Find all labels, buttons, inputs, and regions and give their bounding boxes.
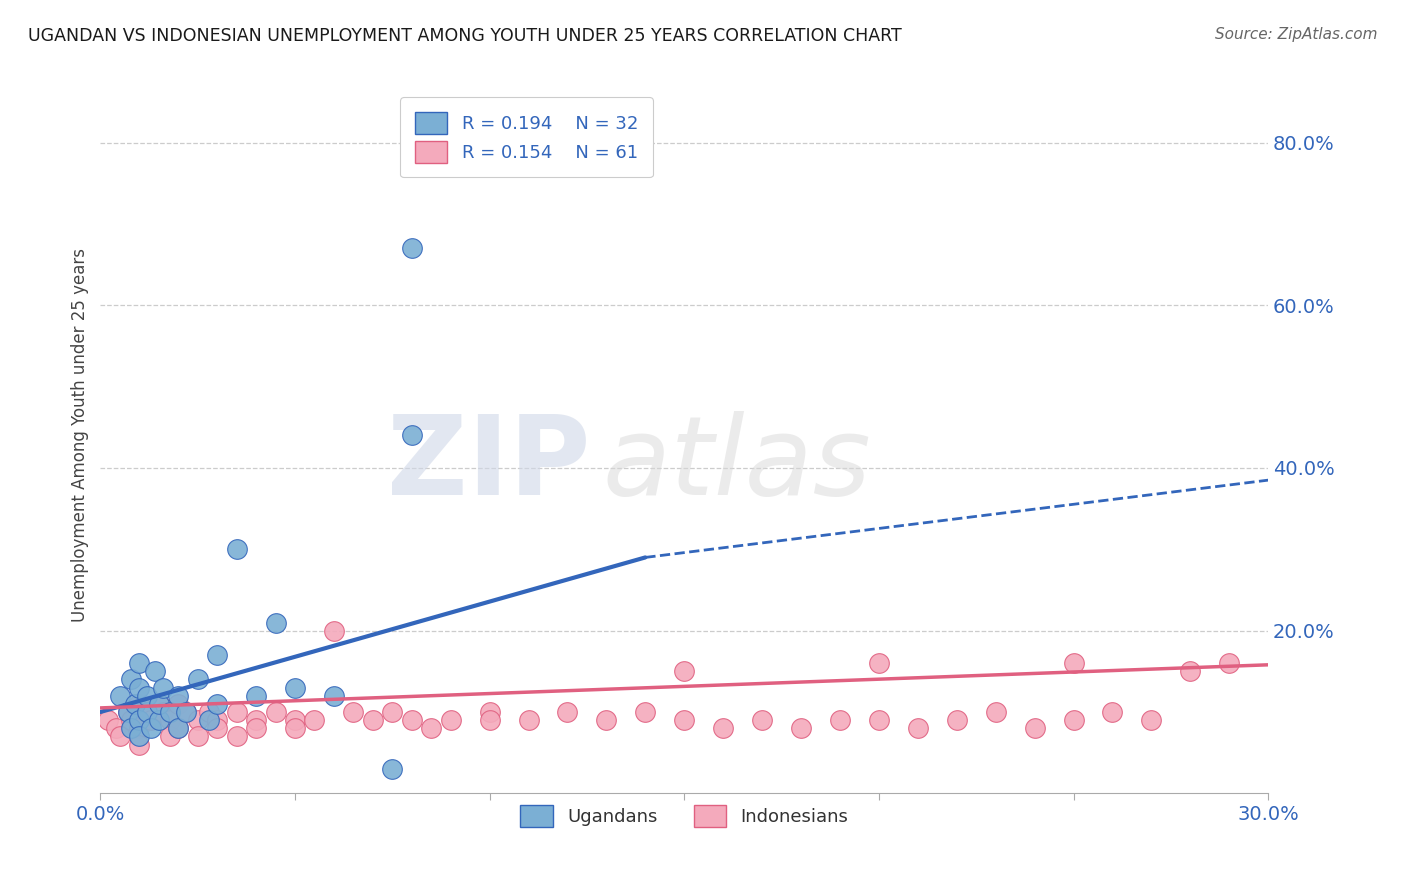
Point (167, 697, 190, 711)
Point (167, 721, 190, 735)
Point (187, 713, 209, 727)
Point (121, 673, 143, 687)
Point (152, 705, 174, 719)
Point (304, 713, 326, 727)
Point (117, 705, 139, 719)
Point (136, 689, 159, 703)
Point (673, 713, 696, 727)
Point (225, 705, 247, 719)
Point (634, 705, 657, 719)
Point (225, 730, 247, 744)
Point (148, 697, 170, 711)
Point (264, 705, 287, 719)
Point (205, 697, 228, 711)
Point (868, 713, 890, 727)
Point (1063, 713, 1085, 727)
Point (245, 713, 267, 727)
Legend: Ugandans, Indonesians: Ugandans, Indonesians (513, 798, 856, 834)
Point (136, 705, 159, 719)
Point (159, 713, 181, 727)
Point (751, 713, 773, 727)
Point (167, 689, 190, 703)
Point (187, 673, 209, 687)
Point (159, 730, 181, 744)
Point (245, 721, 267, 735)
Point (1063, 656, 1085, 670)
Point (361, 713, 384, 727)
Text: atlas: atlas (603, 410, 872, 517)
Text: UGANDAN VS INDONESIAN UNEMPLOYMENT AMONG YOUTH UNDER 25 YEARS CORRELATION CHART: UGANDAN VS INDONESIAN UNEMPLOYMENT AMONG… (28, 27, 901, 45)
Point (284, 713, 307, 727)
Point (128, 721, 150, 735)
Point (478, 705, 501, 719)
Point (790, 721, 813, 735)
Point (517, 713, 540, 727)
Text: ZIP: ZIP (388, 410, 591, 517)
Point (868, 656, 890, 670)
Point (143, 665, 166, 679)
Point (152, 681, 174, 695)
Point (108, 730, 131, 744)
Point (557, 705, 579, 719)
Point (104, 721, 127, 735)
Y-axis label: Unemployment Among Youth under 25 years: Unemployment Among Youth under 25 years (72, 248, 89, 623)
Point (136, 705, 159, 719)
Point (264, 615, 287, 630)
Point (128, 681, 150, 695)
Text: Source: ZipAtlas.com: Source: ZipAtlas.com (1215, 27, 1378, 42)
Point (381, 762, 404, 776)
Point (174, 705, 197, 719)
Point (1180, 665, 1202, 679)
Point (245, 689, 267, 703)
Point (828, 713, 851, 727)
Point (117, 705, 139, 719)
Point (907, 721, 929, 735)
Point (108, 689, 131, 703)
Point (284, 721, 307, 735)
Point (381, 705, 404, 719)
Point (198, 713, 221, 727)
Point (401, 241, 423, 255)
Point (420, 721, 443, 735)
Point (711, 721, 734, 735)
Point (167, 721, 190, 735)
Point (159, 705, 181, 719)
Point (1140, 713, 1163, 727)
Point (322, 624, 344, 638)
Point (478, 713, 501, 727)
Point (124, 697, 146, 711)
Point (284, 681, 307, 695)
Point (1218, 656, 1240, 670)
Point (198, 705, 221, 719)
Point (401, 428, 423, 442)
Point (945, 713, 967, 727)
Point (673, 665, 696, 679)
Point (342, 705, 364, 719)
Point (205, 713, 228, 727)
Point (984, 705, 1007, 719)
Point (121, 713, 143, 727)
Point (128, 697, 150, 711)
Point (205, 721, 228, 735)
Point (187, 730, 209, 744)
Point (1101, 705, 1123, 719)
Point (1024, 721, 1046, 735)
Point (174, 705, 197, 719)
Point (128, 730, 150, 744)
Point (440, 713, 463, 727)
Point (225, 542, 247, 557)
Point (139, 721, 162, 735)
Point (595, 713, 617, 727)
Point (148, 713, 170, 727)
Point (128, 656, 150, 670)
Point (148, 697, 170, 711)
Point (322, 689, 344, 703)
Point (128, 738, 150, 752)
Point (205, 648, 228, 662)
Point (401, 713, 423, 727)
Point (121, 721, 143, 735)
Point (139, 713, 162, 727)
Point (97, 713, 120, 727)
Point (128, 713, 150, 727)
